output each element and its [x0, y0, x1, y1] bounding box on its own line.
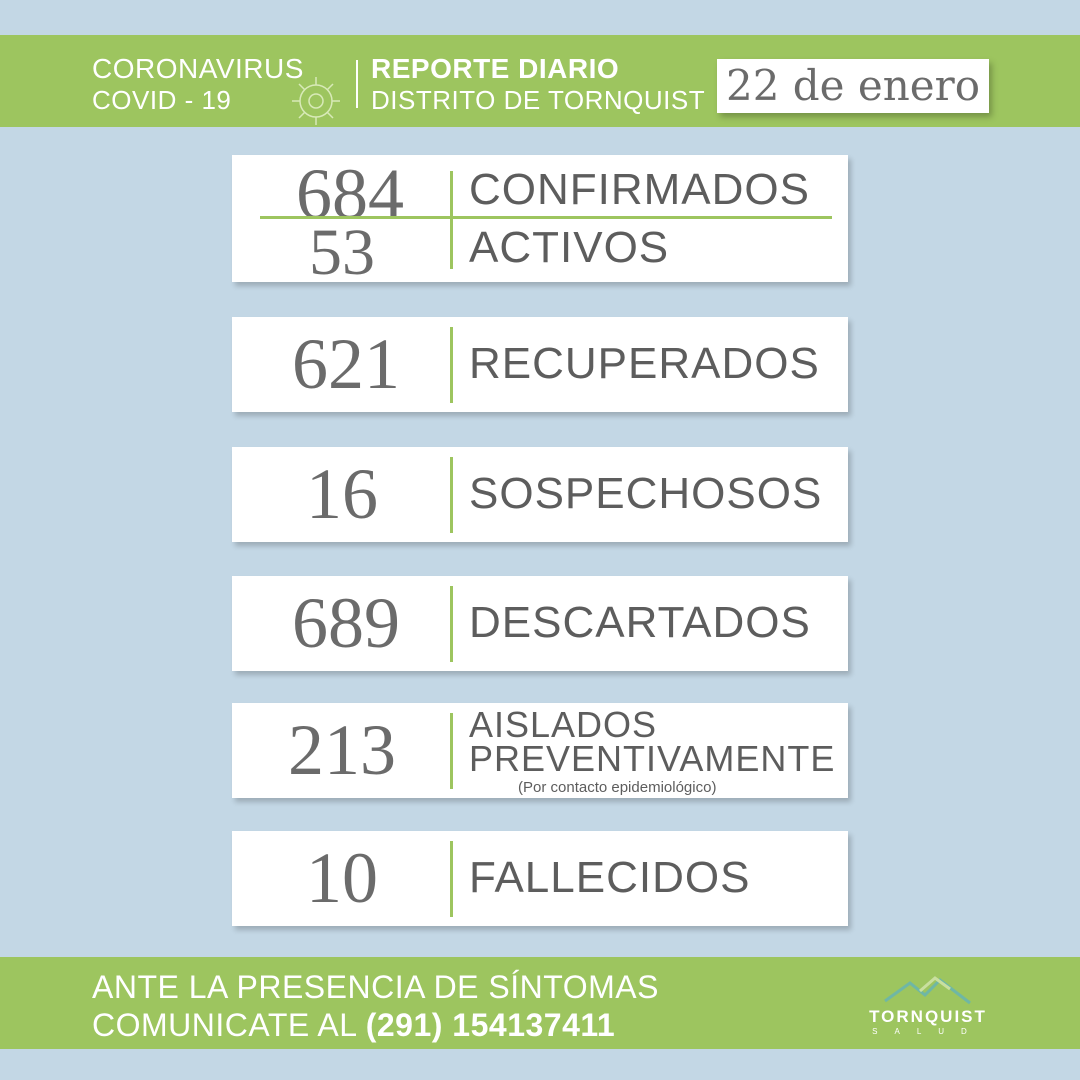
descartados-label: DESCARTADOS	[469, 598, 811, 647]
fallecidos-value: 10	[306, 838, 378, 918]
vertical-divider	[450, 841, 453, 917]
activos-label: ACTIVOS	[469, 223, 670, 272]
sospechosos-label: SOSPECHOSOS	[469, 469, 823, 518]
contact-text: COMUNICATE AL (291) 154137411	[92, 1007, 615, 1044]
vertical-divider	[450, 457, 453, 533]
recuperados-label: RECUPERADOS	[469, 339, 820, 388]
title-covid: COVID - 19	[92, 85, 232, 115]
recuperados-value: 621	[292, 324, 400, 404]
activos-value: 53	[309, 216, 375, 289]
card-fallecidos: 10 FALLECIDOS	[232, 831, 848, 926]
phone-number: (291) 154137411	[365, 1007, 616, 1043]
contact-prefix: COMUNICATE AL	[92, 1007, 366, 1043]
preventivamente-label: PREVENTIVAMENTE	[469, 738, 836, 779]
logo-name: TORNQUIST	[869, 1007, 987, 1026]
vertical-divider	[450, 586, 453, 662]
card-confirmados-activos: 684 CONFIRMADOS 53 ACTIVOS	[232, 154, 848, 289]
confirmados-label: CONFIRMADOS	[469, 165, 810, 214]
aislados-label: AISLADOS	[469, 704, 658, 745]
mountains-logo-icon	[884, 976, 971, 1005]
header-band: CORONAVIRUS COVID - 19 REPORTE DIARIO DI…	[0, 35, 1080, 127]
fallecidos-label: FALLECIDOS	[469, 853, 751, 902]
report-title: REPORTE DIARIO	[371, 53, 620, 84]
aislados-value: 213	[288, 710, 396, 790]
vertical-divider	[450, 171, 453, 269]
confirmados-value: 684	[296, 154, 404, 234]
header-divider	[356, 60, 358, 108]
sospechosos-value: 16	[306, 454, 378, 534]
card-recuperados: 621 RECUPERADOS	[232, 317, 848, 412]
title-coronavirus: CORONAVIRUS	[92, 53, 304, 84]
footer-band: ANTE LA PRESENCIA DE SÍNTOMAS COMUNICATE…	[0, 957, 1080, 1049]
card-aislados: 213 AISLADOS PREVENTIVAMENTE (Por contac…	[232, 703, 848, 798]
logo-sub: SALUD	[872, 1027, 984, 1036]
horizontal-divider	[260, 216, 832, 219]
card-sospechosos: 16 SOSPECHOSOS	[232, 447, 848, 542]
descartados-value: 689	[292, 583, 400, 663]
virus-icon	[292, 77, 340, 125]
vertical-divider	[450, 713, 453, 789]
vertical-divider	[450, 327, 453, 403]
aislados-note: (Por contacto epidemiológico)	[518, 779, 717, 796]
symptoms-text: ANTE LA PRESENCIA DE SÍNTOMAS	[92, 969, 659, 1005]
card-descartados: 689 DESCARTADOS	[232, 576, 848, 671]
report-date: 22 de enero	[717, 59, 989, 113]
district-name: DISTRITO DE TORNQUIST	[371, 85, 706, 115]
